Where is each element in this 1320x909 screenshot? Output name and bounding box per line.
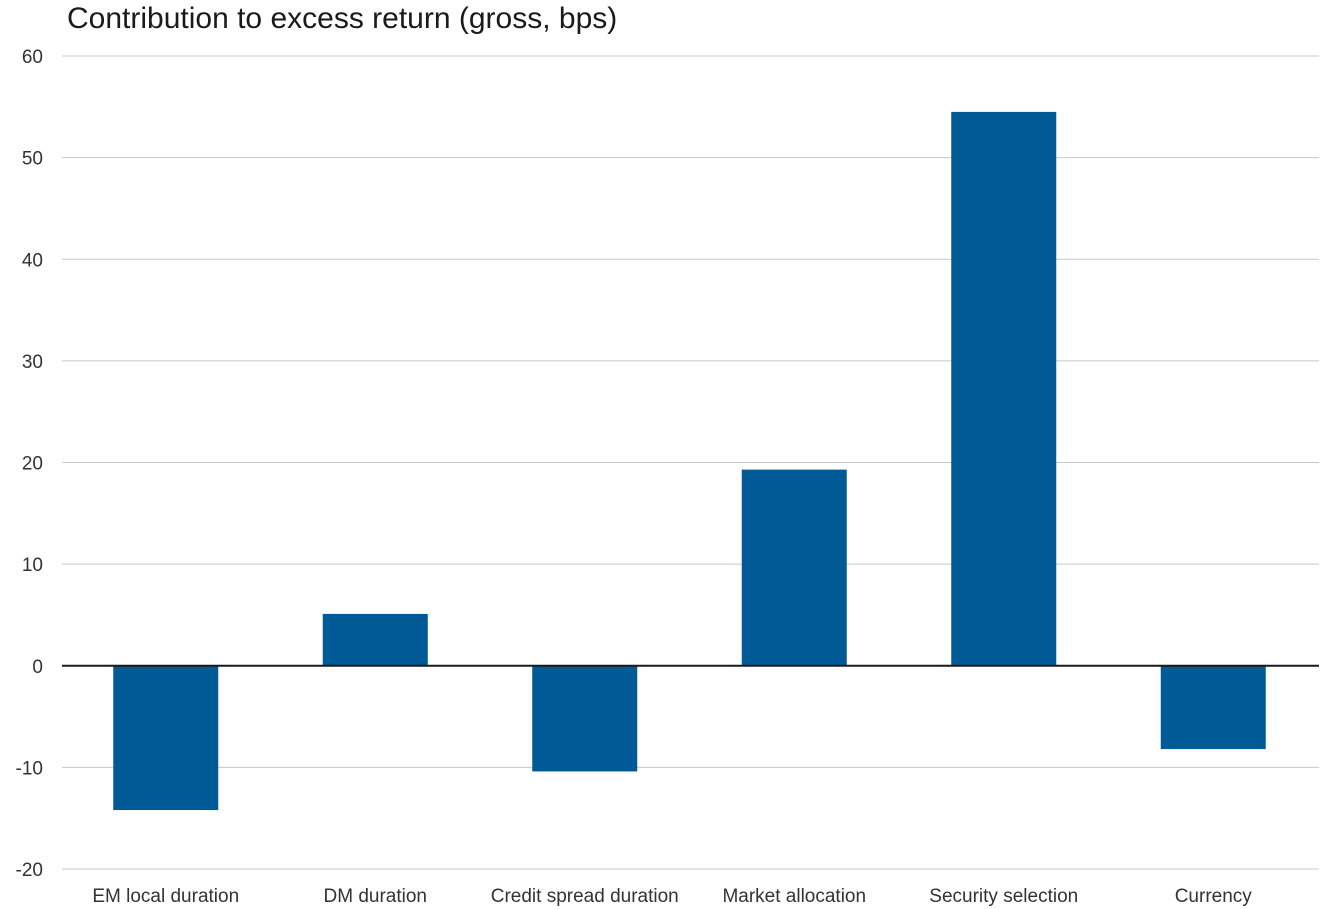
y-tick-label: -20 [16, 860, 43, 881]
x-category-label: Credit spread duration [491, 886, 679, 907]
bar [1160, 665, 1266, 750]
y-tick-label: 10 [22, 555, 43, 576]
y-axis-tick-labels: 60 50 40 30 20 10 0 -10 -20 [16, 47, 43, 881]
bar [951, 111, 1057, 666]
y-tick-label: 20 [22, 454, 43, 475]
y-tick-label: 40 [22, 250, 43, 271]
x-category-label: Security selection [929, 886, 1078, 907]
y-tick-label: 30 [22, 352, 43, 373]
bar [741, 469, 847, 666]
y-tick-label: 50 [22, 149, 43, 170]
x-category-label: EM local duration [92, 886, 239, 907]
bars [113, 111, 1266, 811]
x-axis-category-labels: EM local duration DM duration Credit sprea… [92, 886, 1252, 907]
y-tick-label: 60 [22, 47, 43, 68]
x-category-label: DM duration [324, 886, 428, 907]
y-tick-label: 0 [32, 657, 43, 678]
chart-title: Contribution to excess return (gross, bp… [67, 2, 618, 35]
x-category-label: Currency [1175, 886, 1253, 907]
bar [532, 665, 638, 772]
x-category-label: Market allocation [722, 886, 866, 907]
bar [322, 613, 428, 666]
bar [113, 665, 219, 811]
gridlines [62, 55, 1319, 870]
y-tick-label: -10 [16, 758, 43, 779]
